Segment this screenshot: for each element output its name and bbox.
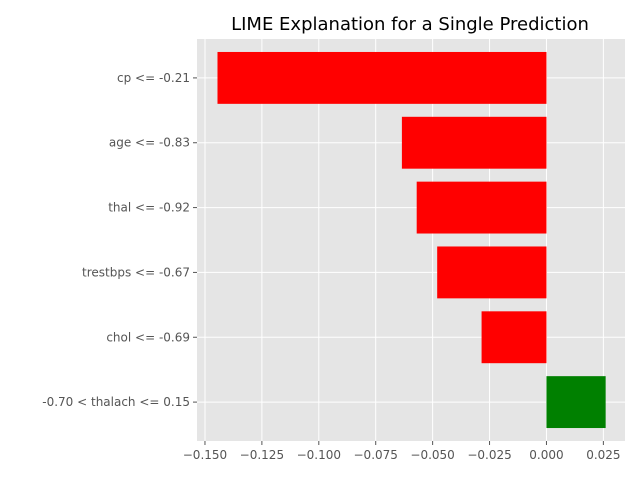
chart-title: LIME Explanation for a Single Prediction bbox=[231, 14, 589, 35]
y-tick-label: -0.70 < thalach <= 0.15 bbox=[42, 395, 190, 409]
bar bbox=[546, 376, 606, 429]
y-tick-label: cp <= -0.21 bbox=[117, 71, 190, 85]
x-tick-label: −0.025 bbox=[467, 448, 511, 462]
bar bbox=[217, 51, 547, 104]
x-tick-label: −0.050 bbox=[410, 448, 454, 462]
plot-area bbox=[197, 39, 625, 441]
x-tick-label: 0.000 bbox=[529, 448, 563, 462]
bar bbox=[437, 246, 547, 299]
bar bbox=[416, 181, 547, 234]
x-tick-label: −0.075 bbox=[354, 448, 398, 462]
axes: −0.150 −0.125 −0.100 −0.075 −0.050 −0.025 0.00… bbox=[42, 71, 620, 462]
x-tick-label: −0.100 bbox=[297, 448, 341, 462]
bar bbox=[481, 311, 547, 364]
bars bbox=[217, 51, 606, 429]
x-tick-label: 0.025 bbox=[586, 448, 620, 462]
y-tick-label: thal <= -0.92 bbox=[108, 201, 190, 215]
y-tick-label: chol <= -0.69 bbox=[106, 330, 190, 344]
x-tick-label: −0.150 bbox=[183, 448, 227, 462]
bar bbox=[401, 116, 547, 169]
x-tick-label: −0.125 bbox=[240, 448, 284, 462]
y-tick-label: trestbps <= -0.67 bbox=[82, 265, 190, 279]
y-tick-label: age <= -0.83 bbox=[109, 136, 190, 150]
